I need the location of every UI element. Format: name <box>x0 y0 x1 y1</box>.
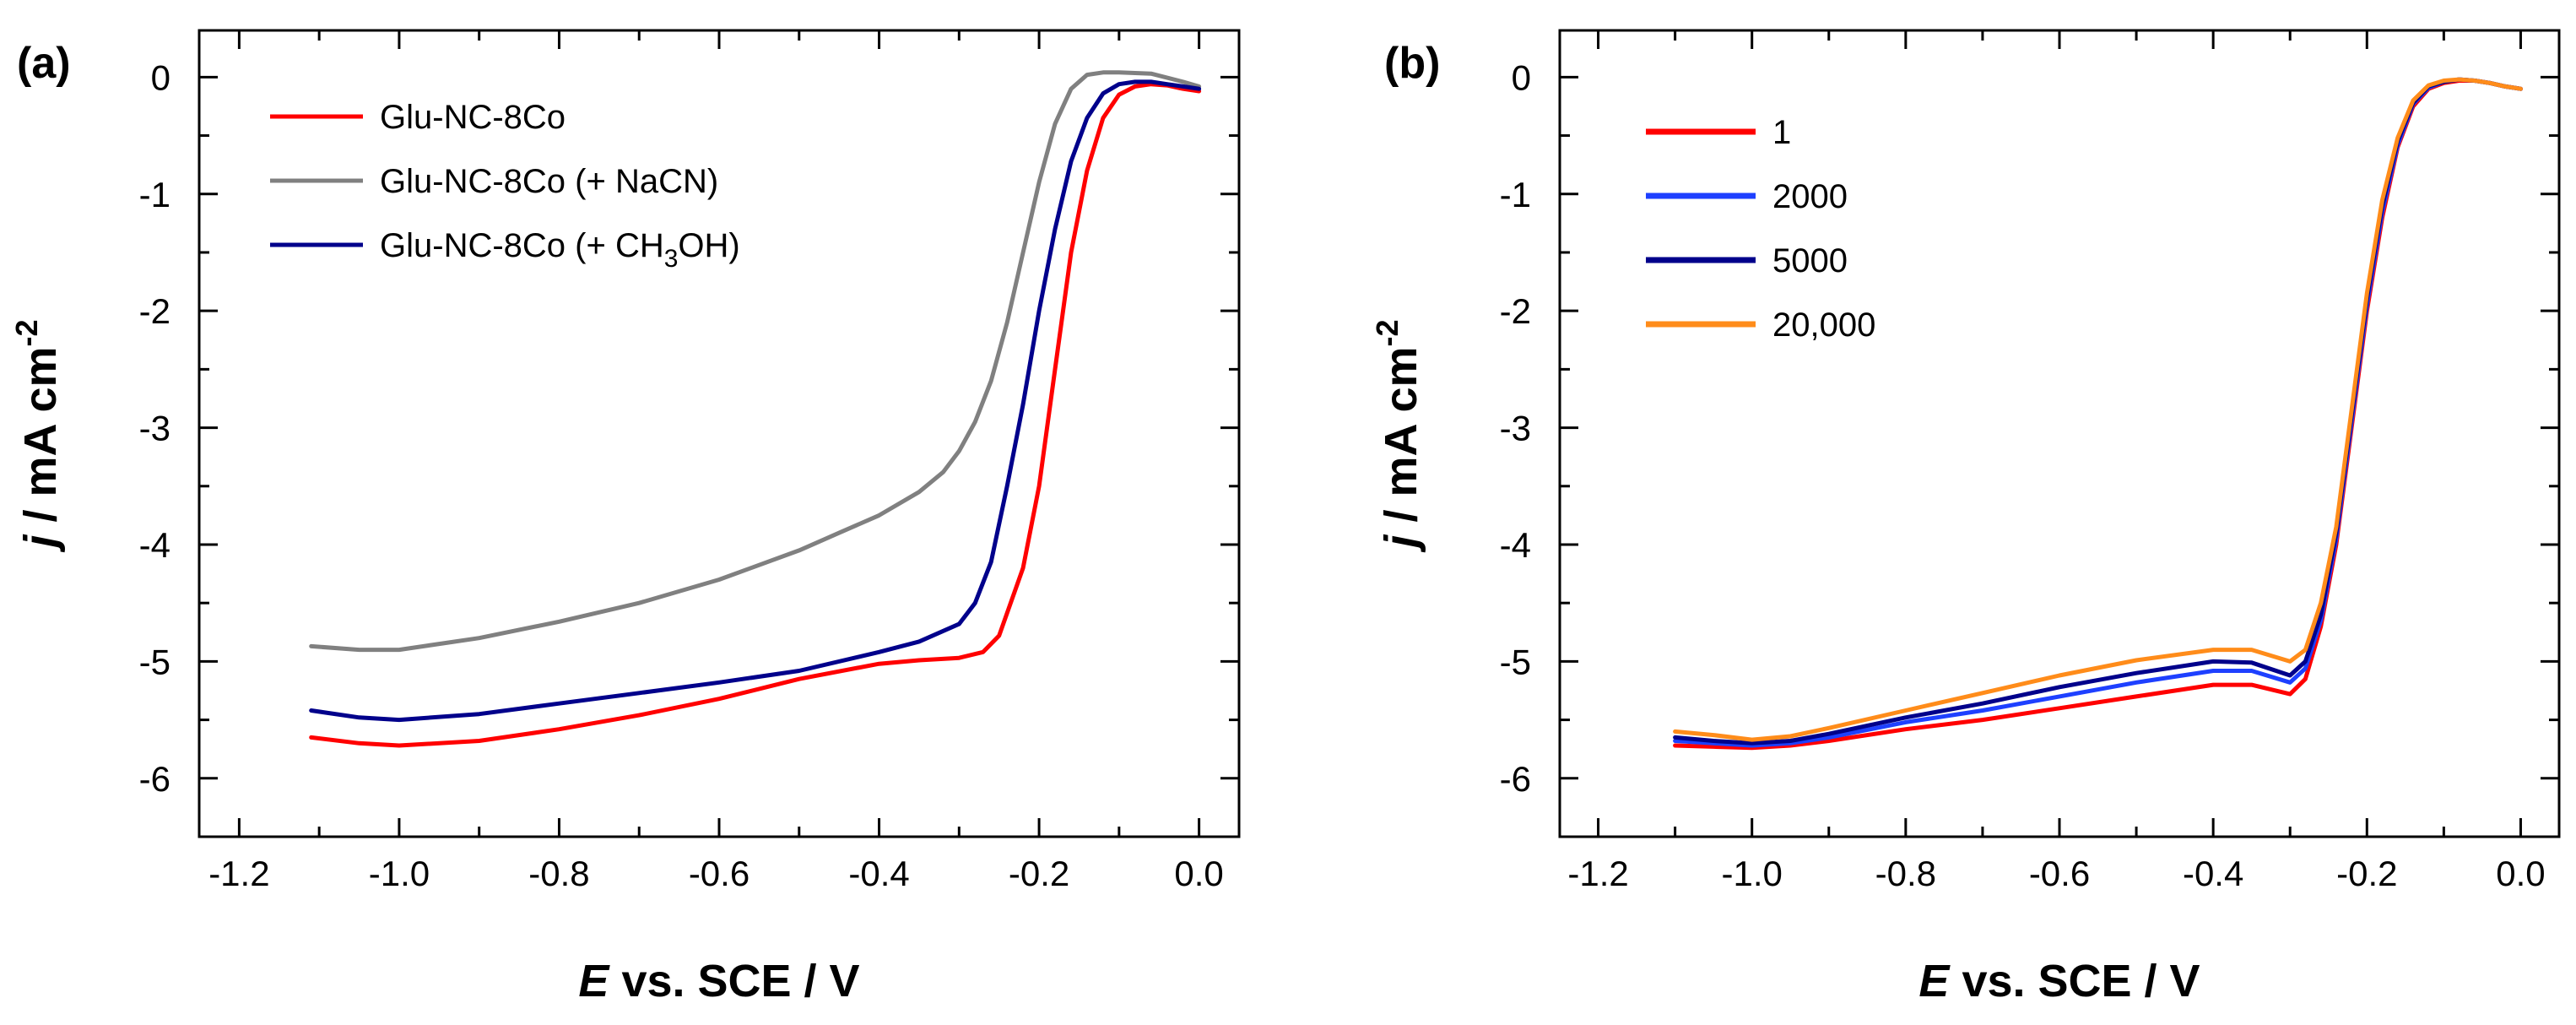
legend-label-1: Glu-NC-8Co <box>380 99 566 136</box>
y-tick-label: -4 <box>1500 525 1531 565</box>
x-tick-label: -0.6 <box>689 854 750 893</box>
x-tick-label: -0.6 <box>2029 854 2090 893</box>
legend-label-3: Glu-NC-8Co (+ CH3OH) <box>380 227 740 273</box>
chart-panel-b: (b) -1.2 -1.0 -0.8 -0.6 -0.4 -0.2 0.0 0 -1 -2 -3 -4 -… <box>1370 29 2561 1006</box>
legend-label-2: Glu-NC-8Co (+ NaCN) <box>380 163 718 200</box>
panel-label: (b) <box>1384 39 1440 88</box>
x-tick-label: 0.0 <box>2496 854 2545 893</box>
x-tick-label: -0.4 <box>848 854 909 893</box>
legend-label-1: 1 <box>1772 114 1791 151</box>
x-tick-label: -1.0 <box>1722 854 1783 893</box>
y-axis-title: j / mA cm-2 <box>1370 319 1426 552</box>
x-tick-label: -0.4 <box>2183 854 2243 893</box>
series-line-3 <box>309 79 1202 723</box>
y-tick-label: 0 <box>151 57 170 97</box>
y-tick-label: -3 <box>1500 409 1531 448</box>
x-tick-label: -1.2 <box>208 854 269 893</box>
x-tick-label: 0.0 <box>1174 854 1223 893</box>
legend-label-3: 5000 <box>1772 242 1848 279</box>
x-tick-label: -0.2 <box>2336 854 2397 893</box>
y-tick-label: -3 <box>139 409 170 448</box>
x-tick-label: -0.8 <box>528 854 589 893</box>
y-tick-label: -1 <box>1500 175 1531 214</box>
series-line-1 <box>309 82 1202 748</box>
series-line-2 <box>309 70 1202 653</box>
legend-label-2: 2000 <box>1772 178 1848 215</box>
y-tick-label: -6 <box>1500 759 1531 799</box>
x-tick-label: -0.2 <box>1009 854 1069 893</box>
chart-panel-a: (a) -1.2 -1.0 -0.8 -0.6 -0.4 -0.2 0.0 0 -1 -2 -3 -4 -… <box>9 29 1241 1006</box>
y-tick-label: -5 <box>139 642 170 681</box>
y-axis-title: j / mA cm-2 <box>9 319 66 552</box>
x-axis-title: E vs. SCE / V <box>1918 956 2200 1006</box>
x-tick-label: -1.2 <box>1567 854 1628 893</box>
x-axis-title: E vs. SCE / V <box>578 956 859 1006</box>
y-tick-label: -1 <box>139 175 170 214</box>
legend-label-4: 20,000 <box>1772 306 1875 344</box>
y-tick-label: 0 <box>1512 57 1531 97</box>
series-line-4 <box>1673 77 2523 742</box>
x-tick-label: -1.0 <box>369 854 430 893</box>
y-tick-label: -4 <box>139 525 170 565</box>
y-tick-label: -2 <box>1500 291 1531 331</box>
panel-label: (a) <box>17 39 71 88</box>
y-tick-label: -5 <box>1500 642 1531 681</box>
plot-frame <box>1558 29 2561 838</box>
x-tick-label: -0.8 <box>1875 854 1936 893</box>
y-tick-label: -2 <box>139 291 170 331</box>
y-tick-label: -6 <box>139 759 170 799</box>
